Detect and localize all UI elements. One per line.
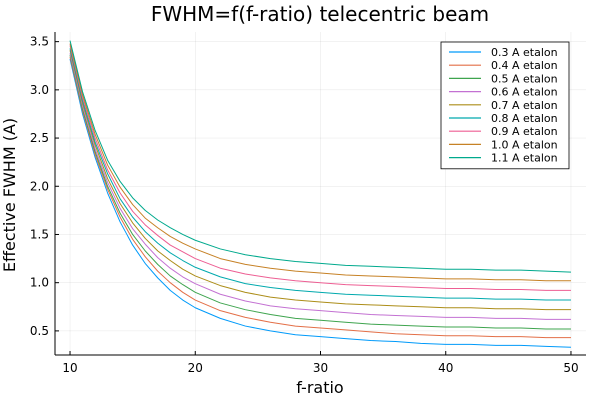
- y-tick-label: 2.5: [30, 131, 49, 145]
- y-tick-label: 1.5: [30, 227, 49, 241]
- series-line: [69, 56, 571, 339]
- tick-labels: 10 20 30 40 50 0.5 1.0 1.5 2.0 2.5 3.0 3.5: [30, 35, 579, 375]
- x-tick-label: 30: [313, 361, 328, 375]
- series-lines: [69, 40, 571, 348]
- legend-label: 1.0 A etalon: [491, 138, 558, 151]
- series-line: [69, 40, 571, 273]
- y-tick-label: 2.0: [30, 179, 49, 193]
- series-line: [69, 45, 571, 291]
- series-line: [69, 50, 571, 311]
- legend-label: 0.8 A etalon: [491, 112, 558, 125]
- legend-label: 0.7 A etalon: [491, 99, 558, 112]
- series-line: [69, 43, 571, 282]
- y-tick-label: 3.0: [30, 83, 49, 97]
- legend-label: 0.6 A etalon: [491, 86, 558, 99]
- series-line: [69, 53, 571, 320]
- series-line: [69, 58, 571, 348]
- y-tick-label: 1.0: [30, 276, 49, 290]
- x-tick-label: 50: [563, 361, 578, 375]
- series-line: [69, 55, 571, 330]
- axes: [54, 32, 586, 356]
- x-tick-label: 20: [188, 361, 203, 375]
- y-axis-label: Effective FWHM (A): [0, 118, 19, 272]
- legend-label: 0.9 A etalon: [491, 125, 558, 138]
- x-tick-label: 10: [62, 361, 77, 375]
- legend-label: 0.4 A etalon: [491, 59, 558, 72]
- legend-label: 1.1 A etalon: [491, 152, 558, 165]
- y-tick-label: 0.5: [30, 324, 49, 338]
- series-line: [69, 48, 571, 301]
- x-axis-label: f-ratio: [296, 378, 343, 397]
- chart-title: FWHM=f(f-ratio) telecentric beam: [151, 2, 489, 26]
- x-tick-label: 40: [438, 361, 453, 375]
- y-tick-label: 3.5: [30, 35, 49, 49]
- legend-label: 0.3 A etalon: [491, 46, 558, 59]
- legend-label: 0.5 A etalon: [491, 72, 558, 85]
